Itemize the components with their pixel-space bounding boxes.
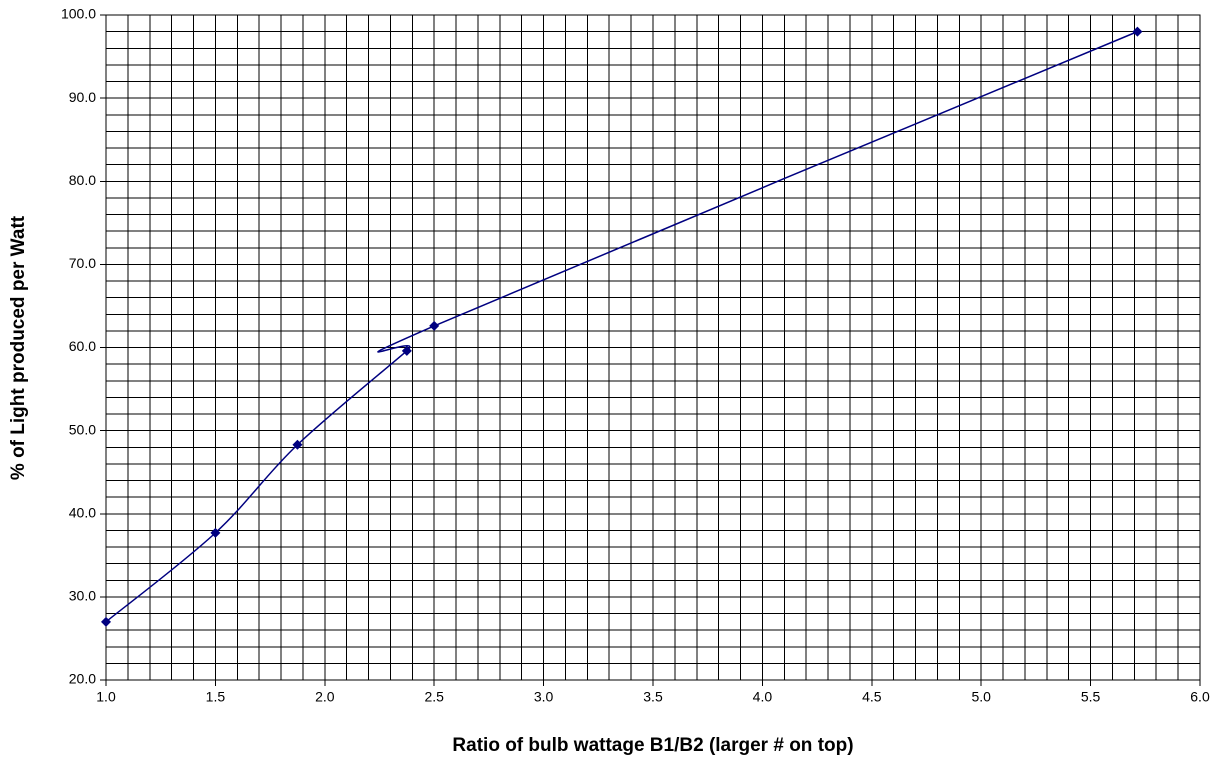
- x-tick-label: 1.5: [206, 689, 226, 705]
- x-tick-label: 4.0: [753, 689, 773, 705]
- y-tick-label: 50.0: [69, 421, 96, 437]
- y-tick-label: 60.0: [69, 338, 96, 354]
- data-point: [429, 320, 440, 331]
- x-tick-label: 3.5: [643, 689, 663, 705]
- y-tick-label: 100.0: [61, 6, 96, 22]
- x-tick-label: 6.0: [1190, 689, 1210, 705]
- data-point: [1132, 26, 1143, 37]
- x-tick-label: 4.5: [862, 689, 882, 705]
- x-tick-label: 1.0: [96, 689, 116, 705]
- data-point: [292, 439, 303, 450]
- data-point: [210, 527, 221, 538]
- y-tick-label: 80.0: [69, 172, 96, 188]
- y-axis-title: % of Light produced per Watt: [8, 215, 29, 480]
- y-tick-label: 90.0: [69, 89, 96, 105]
- x-tick-label: 3.0: [534, 689, 554, 705]
- data-point: [101, 616, 111, 627]
- x-tick-label: 5.0: [971, 689, 991, 705]
- y-tick-label: 20.0: [69, 671, 96, 687]
- data-line: [105, 30, 1138, 623]
- y-tick-label: 70.0: [69, 255, 96, 271]
- x-tick-label: 5.5: [1081, 689, 1101, 705]
- x-tick-label: 2.5: [424, 689, 444, 705]
- y-tick-label: 40.0: [69, 504, 96, 520]
- plot-border: [105, 14, 1201, 681]
- x-tick-label: 2.0: [315, 689, 335, 705]
- data-point: [401, 345, 412, 356]
- x-axis-title: Ratio of bulb wattage B1/B2 (larger # on…: [452, 735, 853, 756]
- y-tick-label: 30.0: [69, 588, 96, 604]
